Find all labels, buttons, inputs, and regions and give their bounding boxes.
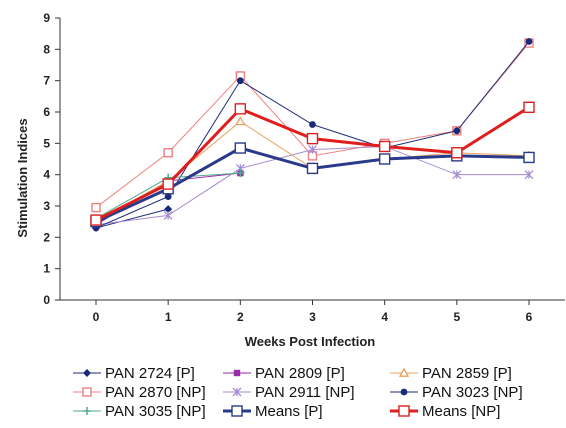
y-tick-label: 2 (43, 230, 50, 244)
data-point (164, 193, 172, 201)
data-point (523, 101, 535, 114)
data-point (306, 132, 319, 145)
y-tick-label: 3 (43, 199, 50, 213)
legend-item: PAN 2870 [NP] (73, 384, 206, 401)
legend-label: Means [P] (255, 403, 323, 420)
data-point (235, 116, 246, 126)
data-point (234, 142, 247, 154)
legend-marker (233, 369, 241, 377)
legend-item: PAN 2724 [P] (73, 365, 195, 382)
x-tick-label: 6 (526, 310, 533, 324)
data-point (164, 205, 173, 214)
series-9 (90, 101, 535, 226)
legend-label: PAN 2870 [NP] (105, 384, 206, 401)
x-tick-label: 3 (309, 310, 316, 324)
legend-label: PAN 3035 [NP] (105, 403, 206, 420)
data-point (451, 147, 463, 159)
legend-item: PAN 3035 [NP] (73, 403, 206, 420)
data-point (452, 170, 462, 180)
series-line (95, 208, 169, 229)
data-point (236, 77, 244, 85)
legend-label: PAN 3023 [NP] (422, 384, 523, 401)
y-tick-label: 0 (43, 293, 50, 307)
data-point (234, 103, 247, 115)
legend-item: PAN 2809 [P] (223, 365, 345, 382)
y-tick-label: 7 (43, 74, 50, 88)
x-tick-label: 5 (453, 310, 460, 324)
data-point (163, 148, 173, 158)
data-point (90, 214, 102, 226)
legend: PAN 2724 [P] PAN 2809 [P] PAN 2859 [P] PAN … (73, 365, 523, 420)
data-point (162, 178, 174, 190)
legend-marker (232, 387, 242, 397)
chart-axes: 0 1 2 3 4 5 6 7 8 9 0 1 2 3 4 5 6 (43, 11, 565, 324)
data-point (308, 145, 317, 155)
x-axis-title: Weeks Post Infection (245, 334, 376, 349)
y-tick-label: 1 (43, 262, 50, 276)
data-point (378, 140, 391, 153)
legend-item: PAN 3023 [NP] (390, 384, 523, 401)
legend-label: PAN 2911 [NP] (255, 384, 355, 401)
legend-marker (398, 367, 410, 377)
data-point (309, 121, 316, 128)
legend-label: PAN 2809 [P] (255, 365, 345, 382)
legend-marker (82, 387, 92, 397)
legend-marker (83, 407, 91, 415)
legend-marker (398, 405, 410, 417)
data-point (524, 170, 534, 180)
data-point (236, 169, 245, 178)
legend-item: PAN 2859 [P] (390, 365, 512, 382)
legend-item: Means [NP] (390, 403, 500, 420)
data-point (163, 210, 173, 220)
legend-label: PAN 2724 [P] (105, 365, 195, 382)
y-tick-label: 4 (43, 168, 50, 182)
x-tick-label: 4 (381, 310, 388, 324)
data-point (91, 202, 101, 213)
y-tick-label: 5 (43, 136, 50, 150)
legend-marker (231, 405, 243, 417)
series-layer (90, 38, 535, 232)
y-axis-title: Stimulation Indices (15, 118, 30, 237)
x-tick-label: 1 (165, 310, 172, 324)
data-point (306, 162, 319, 175)
y-tick-label: 8 (43, 42, 50, 56)
x-tick-label: 0 (93, 310, 100, 324)
y-tick-label: 9 (43, 11, 50, 25)
legend-label: Means [NP] (422, 403, 500, 420)
data-point (378, 153, 391, 165)
legend-marker (83, 369, 91, 377)
data-point (453, 127, 461, 135)
x-tick-label: 2 (237, 310, 244, 324)
legend-marker (400, 388, 408, 396)
data-point (525, 38, 533, 45)
legend-label: PAN 2859 [P] (422, 365, 512, 382)
legend-item: Means [P] (223, 403, 323, 420)
legend-item: PAN 2911 [NP] (223, 384, 355, 401)
data-point (523, 151, 535, 164)
y-tick-label: 6 (43, 105, 50, 119)
